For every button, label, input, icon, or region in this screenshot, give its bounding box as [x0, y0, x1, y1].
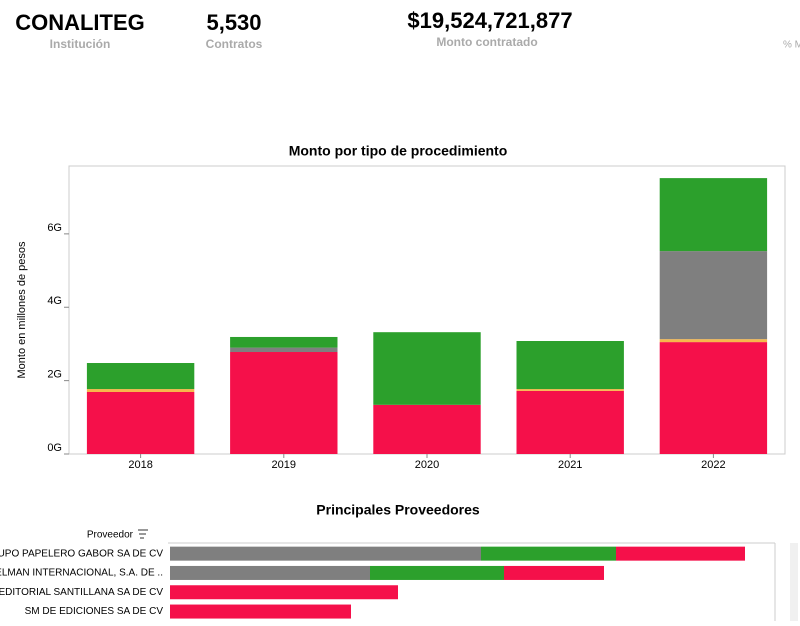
bar-segment: [170, 604, 351, 619]
bar-segment: [516, 341, 624, 390]
bar-segment: [373, 404, 481, 454]
x-tick-label: 2019: [272, 459, 296, 471]
chart-title: Principales Proveedores: [316, 502, 480, 518]
y-tick-label: 0G: [47, 442, 62, 454]
bar-segment: [370, 565, 504, 580]
category-label: EDITORIAL SANTILLANA SA DE CV: [0, 587, 163, 598]
bar-segment: [230, 347, 338, 353]
bar-segment: [516, 390, 624, 454]
bar-segment: [86, 391, 195, 454]
sort-icon[interactable]: [138, 529, 148, 539]
kpi-value: $19,524,721,877: [407, 8, 572, 33]
axis-header: Proveedor: [87, 530, 134, 541]
kpi-value: 5,530: [206, 10, 261, 35]
bar-segment: [86, 389, 195, 392]
scrollbar[interactable]: [790, 543, 798, 621]
bar-segment: [516, 389, 624, 391]
bar-segment: [504, 565, 604, 580]
y-tick-label: 6G: [47, 222, 62, 234]
bar-segment: [86, 363, 195, 390]
y-tick-label: 4G: [47, 295, 62, 307]
chart-title: Monto por tipo de procedimiento: [289, 143, 508, 159]
kpi-label: Institución: [50, 37, 111, 51]
x-tick-label: 2021: [558, 459, 582, 471]
kpi-label: Monto contratado: [436, 35, 537, 49]
bar-segment: [230, 352, 338, 454]
bar-segment: [373, 332, 481, 405]
y-axis-label: Monto en millones de pesos: [16, 241, 28, 378]
kpi-value: CONALITEG: [15, 10, 145, 35]
bar-segment: [659, 251, 768, 340]
bar-segment: [659, 178, 768, 252]
bar-segment: [170, 585, 398, 600]
category-label: DELMAN INTERNACIONAL, S.A. DE ..: [0, 568, 163, 579]
category-label: GRUPO PAPELERO GABOR SA DE CV: [0, 548, 163, 559]
bar-segment: [170, 546, 481, 561]
x-tick-label: 2018: [128, 459, 152, 471]
y-tick-label: 2G: [47, 369, 62, 381]
kpi-label: % M: [783, 40, 800, 51]
x-tick-label: 2022: [701, 459, 725, 471]
bar-segment: [616, 546, 745, 561]
bar-segment: [170, 565, 370, 580]
bar-segment: [659, 339, 768, 343]
category-label: SM DE EDICIONES SA DE CV: [25, 606, 164, 617]
kpi-label: Contratos: [206, 37, 263, 51]
bar-segment: [230, 336, 338, 348]
x-tick-label: 2020: [415, 459, 439, 471]
bar-segment: [481, 546, 616, 561]
bar-segment: [659, 342, 768, 454]
